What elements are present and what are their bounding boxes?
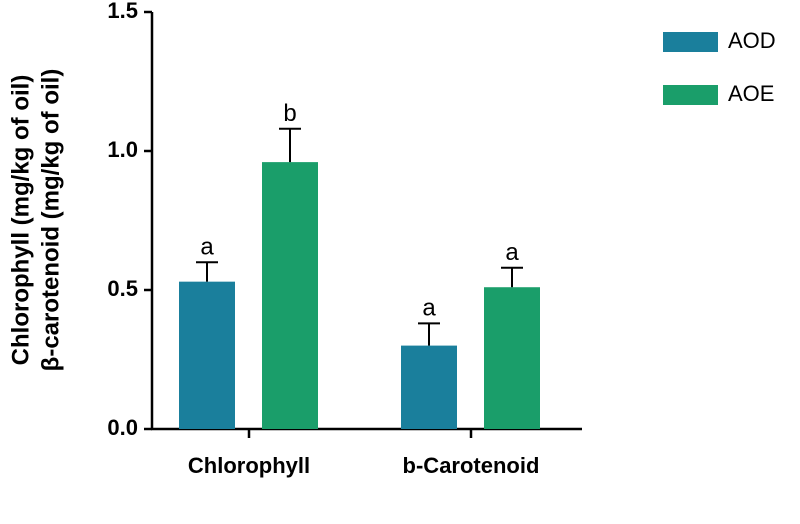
y-tick-label: 0.0	[107, 415, 138, 440]
significance-label: a	[422, 295, 436, 322]
bar	[401, 345, 457, 429]
y-axis-label: Chlorophyll (mg/kg of oil)	[7, 75, 34, 366]
error-bar	[279, 127, 301, 163]
bar	[262, 162, 318, 429]
y-tick-label: 0.5	[107, 276, 138, 301]
y-tick-label: 1.0	[107, 137, 138, 162]
significance-label: b	[283, 100, 296, 127]
significance-label: a	[200, 234, 214, 261]
error-bar	[196, 261, 218, 282]
bar	[179, 281, 235, 429]
error-bar	[418, 322, 440, 346]
legend-label: AOD	[728, 28, 776, 53]
bar	[484, 287, 540, 429]
legend-swatch	[663, 85, 718, 105]
x-tick-label: b-Carotenoid	[403, 453, 540, 478]
y-tick-label: 1.5	[107, 0, 138, 23]
y-axis-label: β-carotenoid (mg/kg of oil)	[37, 69, 64, 372]
significance-label: a	[505, 239, 519, 266]
legend-label: AOE	[728, 81, 774, 106]
x-tick-label: Chlorophyll	[188, 453, 310, 478]
error-bar	[501, 266, 523, 288]
legend-swatch	[663, 32, 718, 52]
